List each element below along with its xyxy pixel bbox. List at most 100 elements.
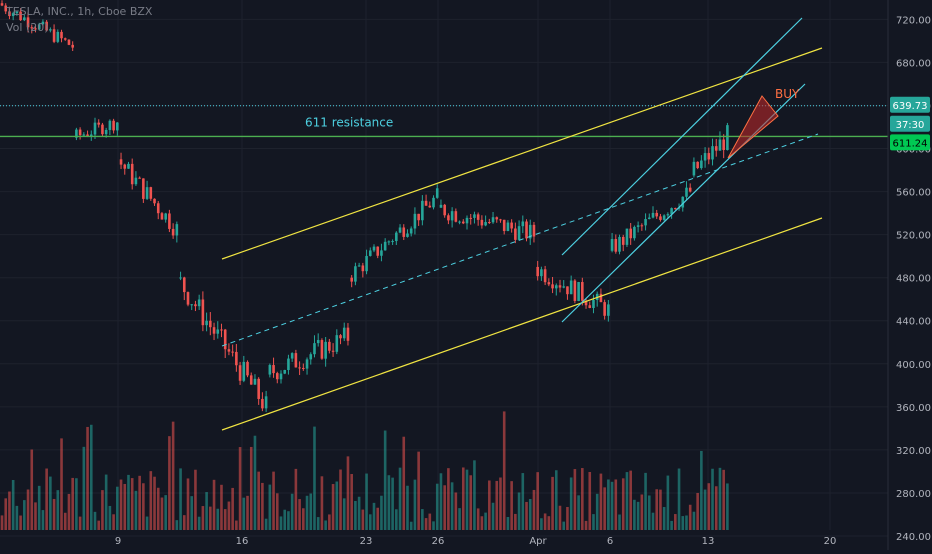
volume-bar [231, 487, 234, 530]
volume-bar [391, 477, 394, 530]
volume-bar [156, 487, 160, 530]
volume-bar [461, 467, 465, 530]
volume-bar [201, 506, 205, 530]
candle-body [621, 236, 625, 245]
volume-bar [662, 507, 666, 530]
candle-body [577, 282, 580, 301]
candle-body [298, 367, 301, 369]
candle-body [681, 196, 685, 208]
candle-body [101, 124, 104, 135]
candle-body [644, 219, 647, 226]
candle-body [465, 217, 469, 224]
candle-body [275, 373, 279, 380]
volume-bar [335, 481, 339, 530]
time-label: 6 [607, 536, 613, 547]
volume-bar [488, 480, 491, 530]
candle-body [37, 24, 41, 30]
candle-body [194, 304, 197, 307]
volume-bar [581, 468, 584, 530]
volume-bar [316, 517, 320, 530]
candle-body [156, 203, 160, 214]
volume-bar [82, 446, 86, 530]
volume-bar [138, 475, 141, 530]
volume-bar [447, 468, 450, 530]
time-label: 16 [236, 536, 249, 547]
volume-bar [75, 478, 78, 530]
candle-body [480, 219, 484, 226]
candle-body [502, 219, 506, 232]
volume-bar [577, 495, 580, 530]
candle-body [726, 125, 729, 151]
volume-bar [536, 472, 539, 530]
volume-bar [718, 467, 722, 530]
price-label: 560.00 [896, 188, 931, 199]
candle-body [220, 329, 223, 331]
volume-bar [499, 477, 502, 530]
candle-body [525, 221, 528, 239]
volume-bar [41, 510, 45, 530]
current-price-tag[interactable]: 639.73 [890, 96, 930, 113]
price-label: 360.00 [896, 403, 931, 414]
candle-body [246, 361, 249, 376]
candle-body [409, 228, 413, 234]
volume-bar [209, 506, 212, 530]
candle-body [391, 241, 394, 243]
candle-body [461, 221, 465, 224]
candle-body [703, 153, 707, 161]
candle-body [402, 227, 406, 237]
volume-bar [175, 520, 179, 530]
candle-body [89, 134, 93, 137]
candle-body [387, 241, 391, 243]
candle-body [458, 221, 461, 223]
candle-body [127, 163, 130, 169]
volume-legend[interactable]: Vol (20) [6, 21, 49, 34]
countdown-tag[interactable]: 37:30 [890, 115, 930, 132]
time-label: 26 [432, 536, 445, 547]
time-axis[interactable]: 9 16 23 26 Apr 6 13 20 [115, 536, 837, 547]
volume-bar [491, 502, 495, 530]
candle-body [383, 241, 387, 251]
price-label: 440.00 [896, 317, 931, 328]
candle-body [447, 215, 450, 221]
candle-body [71, 44, 74, 48]
candle-body [30, 27, 34, 29]
volume-bar [86, 426, 89, 530]
volume-bar [56, 490, 60, 530]
candle-body [253, 378, 257, 385]
candle-body [19, 11, 22, 21]
candle-body [164, 213, 167, 220]
candle-body [365, 255, 368, 272]
candle-body [302, 367, 305, 369]
volume-bar [97, 520, 101, 530]
candle-body [108, 120, 112, 130]
volume-bar [383, 430, 387, 530]
candle-body [398, 227, 402, 233]
volume-bar [365, 473, 368, 530]
candle-body [573, 280, 577, 301]
candle-body [212, 327, 216, 334]
volume-bar [726, 483, 729, 530]
candle-body [290, 353, 294, 359]
price-axis[interactable]: 720.00680.00640.00600.00560.00520.00480.… [887, 0, 931, 550]
volume-bar [495, 480, 499, 530]
volume-bar [655, 489, 659, 530]
volume-bar [532, 489, 536, 530]
candle-body [625, 228, 629, 245]
volume-bar [428, 513, 432, 530]
candle-body [78, 129, 82, 136]
volume-bar [502, 411, 506, 530]
candle-body [421, 200, 424, 221]
price-label: 720.00 [896, 15, 931, 26]
price-label: 400.00 [896, 360, 931, 371]
candle-body [339, 335, 342, 339]
volume-bar [722, 469, 725, 530]
volume-bar [506, 516, 510, 530]
candle-body [491, 217, 495, 223]
symbol-legend[interactable]: TESLA, INC., 1h, Cboe BZX [6, 5, 153, 18]
candle-body [186, 292, 190, 305]
resistance-price-tag[interactable]: 611.24 [890, 134, 930, 151]
price-label: 520.00 [896, 231, 931, 242]
volume-bar [651, 512, 655, 530]
